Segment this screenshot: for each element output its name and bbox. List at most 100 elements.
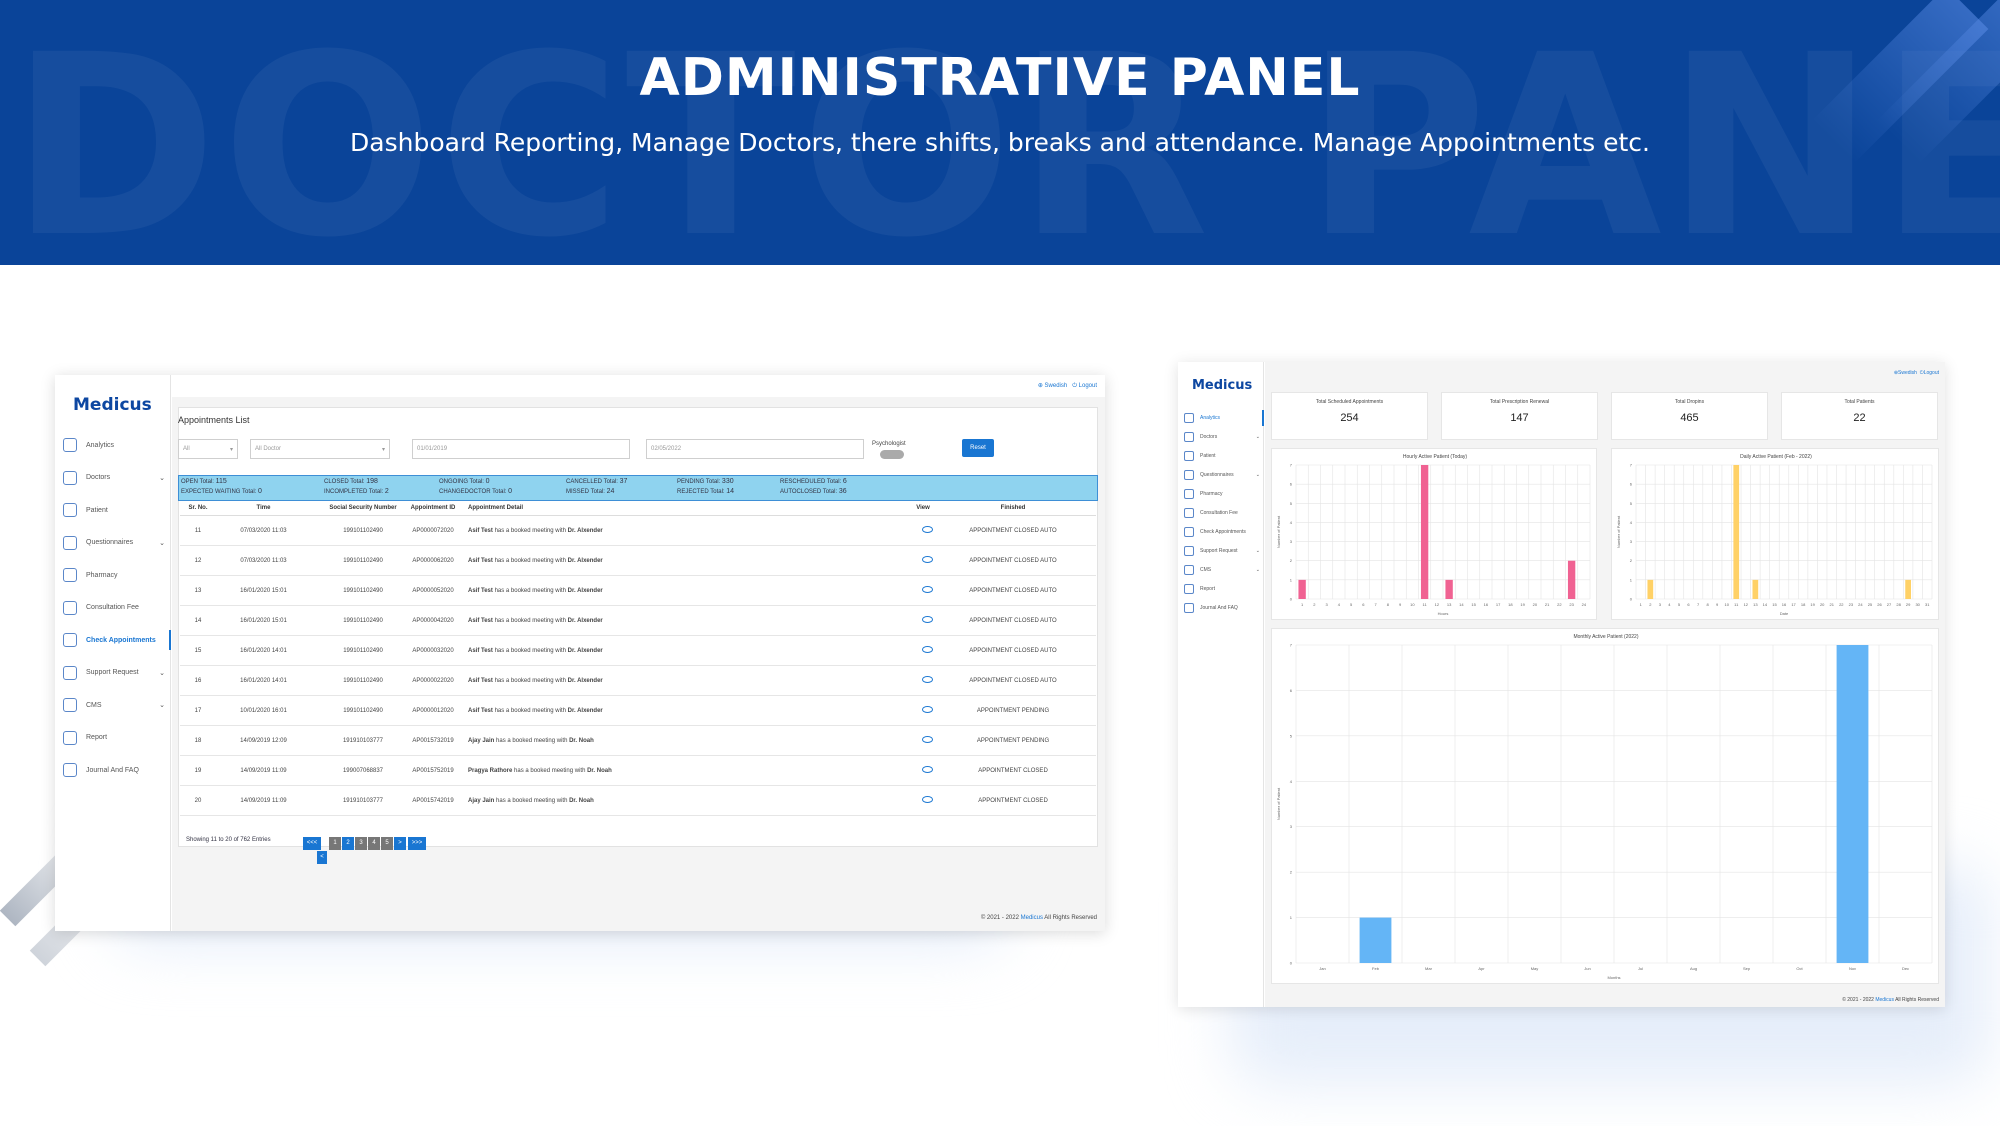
sidebar-item-report[interactable]: Report — [1184, 581, 1264, 597]
cell-sr: 13 — [194, 588, 202, 594]
cell-status: APPOINTMENT CLOSED AUTO — [969, 588, 1057, 594]
x-tick-label: 22 — [1839, 602, 1844, 607]
x-tick-label: 18 — [1801, 602, 1806, 607]
sidebar-item-check-appointments[interactable]: Check Appointments — [1184, 524, 1264, 540]
sidebar-item-support-request[interactable]: Support Request ⌄ — [63, 663, 171, 683]
column-header[interactable]: Appointment ID — [410, 505, 456, 511]
pharmacy-icon — [63, 568, 77, 582]
view-eye-icon[interactable] — [922, 706, 933, 713]
sidebar-item-patient[interactable]: Patient — [63, 500, 171, 520]
sidebar-item-report[interactable]: Report — [63, 728, 171, 748]
doctor-select[interactable]: All Doctor ▾ — [250, 439, 390, 459]
language-link[interactable]: Swedish — [1898, 370, 1917, 376]
sidebar-item-journal-and-faq[interactable]: Journal And FAQ — [1184, 600, 1264, 616]
cell-ssn: 199101102490 — [343, 678, 383, 684]
view-eye-icon[interactable] — [922, 616, 933, 623]
x-tick-label: 9 — [1716, 602, 1719, 607]
cell-sr: 15 — [194, 648, 202, 654]
sidebar-item-questionnaires[interactable]: Questionnaires ⌄ — [63, 533, 171, 553]
x-tick-label: Apr — [1478, 966, 1485, 971]
psychologist-toggle[interactable] — [880, 450, 904, 459]
x-tick-label: 11 — [1423, 602, 1428, 607]
sidebar-item-questionnaires[interactable]: Questionnaires ⌄ — [1184, 467, 1264, 483]
sidebar-item-cms[interactable]: CMS ⌄ — [1184, 562, 1264, 578]
y-tick-label: 3 — [1290, 539, 1293, 544]
pagination-button[interactable]: 1 — [329, 837, 341, 850]
pagination-button[interactable]: 2 — [342, 837, 354, 850]
brand-logo: Medicus — [73, 395, 152, 415]
sidebar-item-consultation-fee[interactable]: Consultation Fee — [63, 598, 171, 618]
pagination-button[interactable]: 3 — [355, 837, 367, 850]
column-header[interactable]: View — [916, 505, 930, 511]
appointments-screenshot: Medicus Analytics Doctors ⌄ Patient Question… — [55, 375, 1105, 931]
column-header[interactable]: Sr. No. — [188, 505, 208, 511]
analytics-screenshot: Medicus Analytics Doctors ⌄ Patient Question… — [1178, 362, 1945, 1007]
x-tick-label: 15 — [1471, 602, 1476, 607]
sidebar-item-label: Patient — [1200, 453, 1216, 459]
support-icon — [1184, 546, 1194, 556]
status-count: MISSED Total: 24 — [566, 488, 615, 495]
to-date-input[interactable]: 02/05/2022 — [646, 439, 864, 459]
y-tick-label: 2 — [1290, 558, 1293, 563]
x-tick-label: 2 — [1649, 602, 1652, 607]
sidebar-item-consultation-fee[interactable]: Consultation Fee — [1184, 505, 1264, 521]
pagination-button[interactable]: < — [317, 851, 327, 864]
kpi-value: 254 — [1340, 412, 1359, 424]
cell-detail: Asif Test has a booked meeting with Dr. … — [468, 558, 603, 564]
column-header[interactable]: Finished — [1000, 505, 1026, 511]
cell-status: APPOINTMENT CLOSED AUTO — [969, 558, 1057, 564]
journal-icon — [63, 763, 77, 777]
reset-button[interactable]: Reset — [962, 439, 994, 457]
x-tick-label: 23 — [1569, 602, 1574, 607]
sidebar-item-cms[interactable]: CMS ⌄ — [63, 695, 171, 715]
sidebar-item-label: Doctors — [1200, 434, 1218, 440]
y-tick-label: 5 — [1630, 501, 1633, 506]
logout-link[interactable]: Logout — [1923, 370, 1939, 376]
status-select[interactable]: All ▾ — [178, 439, 238, 459]
sidebar-item-analytics[interactable]: Analytics — [63, 435, 171, 455]
sidebar-item-check-appointments[interactable]: Check Appointments — [63, 630, 171, 650]
y-tick-label: 1 — [1290, 915, 1293, 920]
psychologist-label: Psychologist — [872, 441, 906, 447]
cell-sr: 18 — [194, 738, 202, 744]
sidebar-item-support-request[interactable]: Support Request ⌄ — [1184, 543, 1264, 559]
x-tick-label: 19 — [1810, 602, 1815, 607]
column-header[interactable]: Time — [256, 505, 271, 511]
calendar-icon — [1184, 527, 1194, 537]
sidebar-item-pharmacy[interactable]: Pharmacy — [63, 565, 171, 585]
sidebar-item-label: Questionnaires — [1200, 472, 1234, 478]
pagination-button[interactable]: >>> — [408, 837, 426, 850]
pagination-button[interactable]: <<< — [303, 837, 321, 850]
sidebar-item-journal-and-faq[interactable]: Journal And FAQ — [63, 760, 171, 780]
table-row: 15 16/01/2020 14:01 199101102490 AP00000320… — [180, 636, 1096, 666]
column-header[interactable]: Appointment Detail — [468, 505, 523, 511]
sidebar-item-doctors[interactable]: Doctors ⌄ — [1184, 429, 1264, 445]
view-eye-icon[interactable] — [922, 556, 933, 563]
view-eye-icon[interactable] — [922, 766, 933, 773]
view-eye-icon[interactable] — [922, 736, 933, 743]
analytics-icon — [1184, 413, 1194, 423]
pagination-button[interactable]: > — [394, 837, 406, 850]
view-eye-icon[interactable] — [922, 646, 933, 653]
chart-title: Daily Active Patient (Feb - 2022) — [1740, 454, 1812, 460]
sidebar-item-label: Consultation Fee — [86, 604, 139, 611]
pagination-button[interactable]: 4 — [368, 837, 380, 850]
language-link[interactable]: Swedish — [1044, 383, 1068, 389]
from-date-input[interactable]: 01/01/2019 — [412, 439, 630, 459]
sidebar-item-analytics[interactable]: Analytics — [1184, 410, 1264, 426]
cell-status: APPOINTMENT PENDING — [976, 738, 1050, 744]
view-eye-icon[interactable] — [922, 526, 933, 533]
x-tick-label: Jan — [1319, 966, 1325, 971]
column-header[interactable]: Social Security Number — [329, 505, 397, 511]
x-tick-label: 29 — [1906, 602, 1911, 607]
pagination-button[interactable]: 5 — [381, 837, 393, 850]
sidebar-item-pharmacy[interactable]: Pharmacy — [1184, 486, 1264, 502]
view-eye-icon[interactable] — [922, 796, 933, 803]
y-tick-label: 5 — [1290, 733, 1293, 738]
view-eye-icon[interactable] — [922, 676, 933, 683]
sidebar-item-patient[interactable]: Patient — [1184, 448, 1264, 464]
sidebar-item-doctors[interactable]: Doctors ⌄ — [63, 468, 171, 488]
cell-sr: 16 — [194, 678, 202, 684]
logout-link[interactable]: Logout — [1078, 383, 1097, 389]
view-eye-icon[interactable] — [922, 586, 933, 593]
